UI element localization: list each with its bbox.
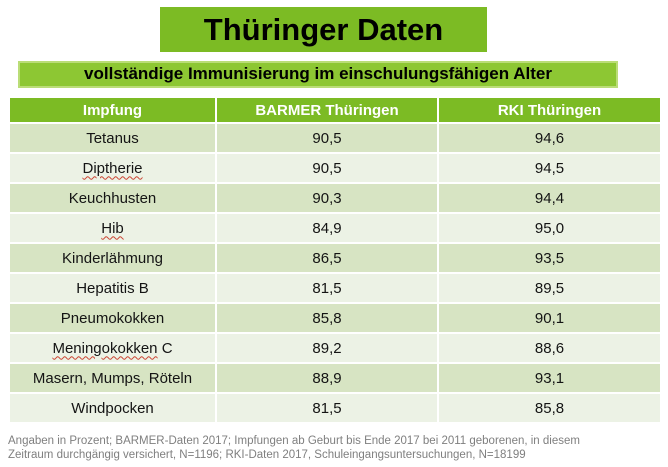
vaccine-name-cell: Kinderlähmung (8, 242, 217, 274)
vaccine-name-cell: Diptherie (8, 152, 217, 184)
rki-value-cell: 94,5 (437, 152, 662, 184)
spellcheck-underlined-text: Meningokokken (52, 339, 158, 357)
rki-value-cell: 95,0 (437, 212, 662, 244)
barmer-value-cell: 84,9 (215, 212, 439, 244)
column-header-impfung: Impfung (8, 96, 217, 124)
rki-value-cell: 85,8 (437, 392, 662, 424)
table-row: Hepatitis B 81,5 89,5 (8, 272, 662, 304)
vaccine-name-cell: Pneumokokken (8, 302, 217, 334)
table-row: Diptherie 90,5 94,5 (8, 152, 662, 184)
table-body: Tetanus 90,5 94,6 Diptherie 90,5 94,5 Keuchhus… (8, 122, 662, 424)
table-row: Masern, Mumps, Röteln 88,9 93,1 (8, 362, 662, 394)
table-row: Tetanus 90,5 94,6 (8, 122, 662, 154)
column-header-barmer-thueringen: BARMER Thüringen (215, 96, 439, 124)
vaccine-name-cell: Windpocken (8, 392, 217, 424)
barmer-value-cell: 88,9 (215, 362, 439, 394)
table-row: Keuchhusten 90,3 94,4 (8, 182, 662, 214)
table-row: Kinderlähmung 86,5 93,5 (8, 242, 662, 274)
vaccine-name-cell: Tetanus (8, 122, 217, 154)
table-row: Hib 84,9 95,0 (8, 212, 662, 244)
barmer-value-cell: 81,5 (215, 392, 439, 424)
subtitle-banner: vollständige Immunisierung im einschulun… (18, 61, 618, 88)
immunization-table: Impfung BARMER Thüringen RKI Thüringen T… (8, 96, 662, 424)
page-title: Thüringer Daten (160, 7, 487, 52)
rki-value-cell: 89,5 (437, 272, 662, 304)
footnote-line: Angaben in Prozent; BARMER-Daten 2017; I… (8, 435, 580, 447)
rki-value-cell: 93,1 (437, 362, 662, 394)
table-header-row: Impfung BARMER Thüringen RKI Thüringen (8, 96, 662, 124)
rki-value-cell: 94,6 (437, 122, 662, 154)
footnote-line: Zeitraum durchgängig versichert, N=1196;… (8, 449, 526, 461)
rki-value-cell: 90,1 (437, 302, 662, 334)
rki-value-cell: 88,6 (437, 332, 662, 364)
spellcheck-underlined-text: Diptherie (82, 159, 143, 177)
vaccine-name-cell: Masern, Mumps, Röteln (8, 362, 217, 394)
barmer-value-cell: 86,5 (215, 242, 439, 274)
barmer-value-cell: 85,8 (215, 302, 439, 334)
barmer-value-cell: 90,5 (215, 122, 439, 154)
rki-value-cell: 94,4 (437, 182, 662, 214)
column-header-rki-thueringen: RKI Thüringen (437, 96, 662, 124)
spellcheck-underlined-text: Hib (101, 219, 124, 237)
vaccine-name-cell: Hib (8, 212, 217, 244)
table-row: Windpocken 81,5 85,8 (8, 392, 662, 424)
footnote: Angaben in Prozent; BARMER-Daten 2017; I… (8, 434, 663, 462)
vaccine-name-cell: Hepatitis B (8, 272, 217, 304)
barmer-value-cell: 89,2 (215, 332, 439, 364)
barmer-value-cell: 90,5 (215, 152, 439, 184)
barmer-value-cell: 81,5 (215, 272, 439, 304)
table-row: Pneumokokken 85,8 90,1 (8, 302, 662, 334)
vaccine-name-cell: Keuchhusten (8, 182, 217, 214)
vaccine-name-cell: Meningokokken C (8, 332, 217, 364)
table-row: Meningokokken C 89,2 88,6 (8, 332, 662, 364)
barmer-value-cell: 90,3 (215, 182, 439, 214)
rki-value-cell: 93,5 (437, 242, 662, 274)
